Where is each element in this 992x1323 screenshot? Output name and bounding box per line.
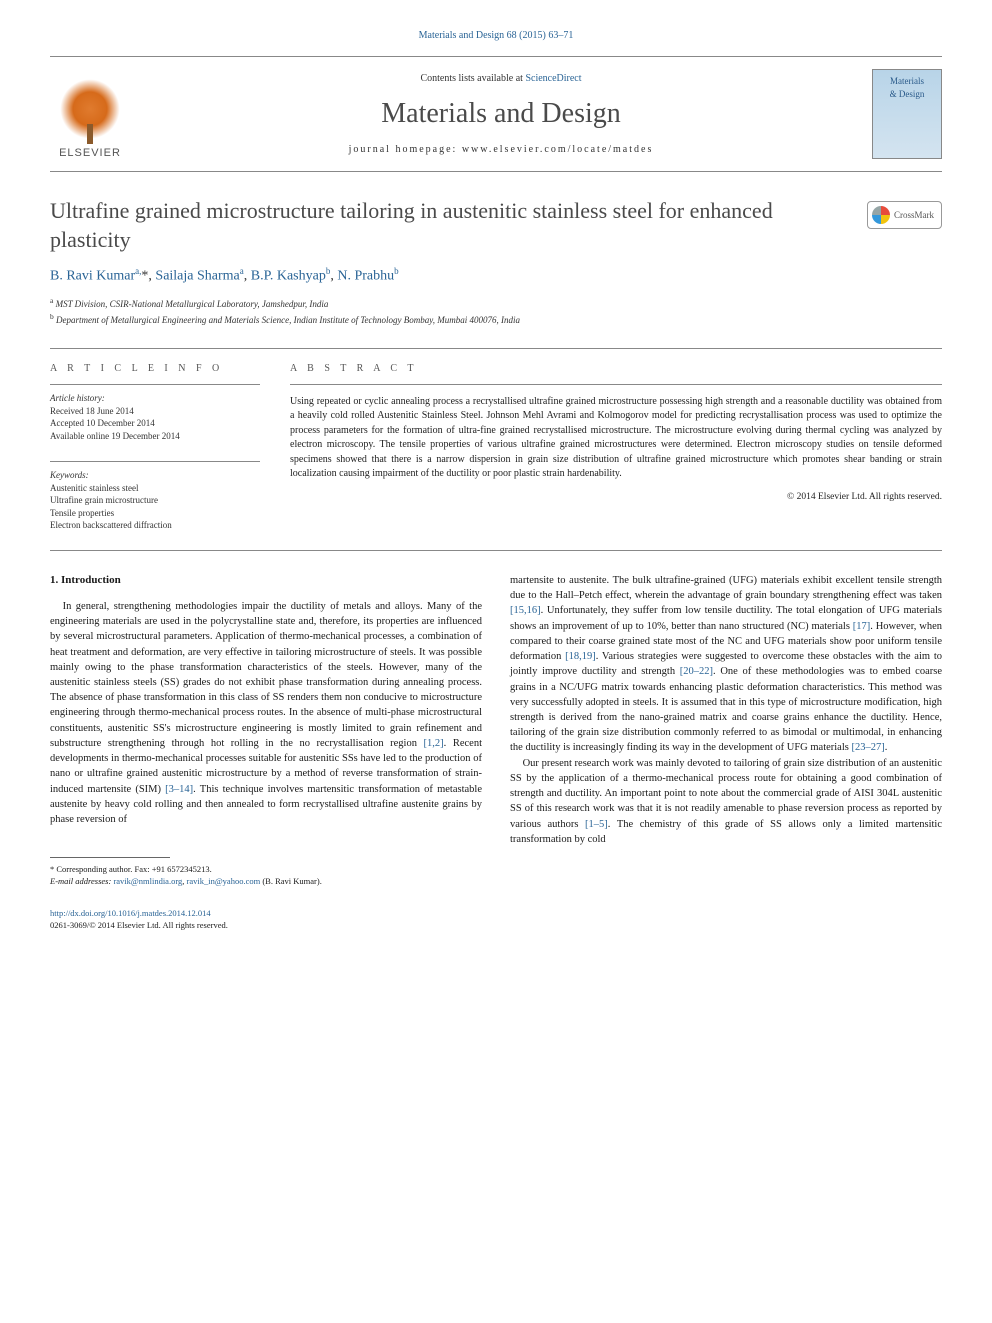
sciencedirect-link[interactable]: ScienceDirect xyxy=(525,73,581,84)
crossmark-icon xyxy=(872,206,890,224)
header-center: Contents lists available at ScienceDirec… xyxy=(130,73,872,155)
footnote-divider xyxy=(50,857,170,858)
affiliation-a: MST Division, CSIR-National Metallurgica… xyxy=(56,299,329,309)
history-accepted: Accepted 10 December 2014 xyxy=(50,417,260,430)
author-link[interactable]: B. Ravi Kumar xyxy=(50,269,135,284)
journal-header: ELSEVIER Contents lists available at Sci… xyxy=(50,56,942,172)
citation-link[interactable]: [1–5] xyxy=(585,819,608,830)
title-row: Ultrafine grained microstructure tailori… xyxy=(50,197,942,254)
body-paragraph: In general, strengthening methodologies … xyxy=(50,599,482,827)
citation-link[interactable]: [20–22] xyxy=(680,666,713,677)
publisher-label: ELSEVIER xyxy=(59,147,121,159)
homepage-url[interactable]: www.elsevier.com/locate/matdes xyxy=(462,144,654,155)
email-line: E-mail addresses: ravik@nmlindia.org, ra… xyxy=(50,876,482,888)
crossmark-badge[interactable]: CrossMark xyxy=(867,201,942,229)
affiliations: a MST Division, CSIR-National Metallurgi… xyxy=(50,295,942,328)
author-link[interactable]: B.P. Kashyap xyxy=(251,269,326,284)
left-column: 1. Introduction In general, strengthenin… xyxy=(50,573,482,888)
keyword: Austenitic stainless steel xyxy=(50,482,260,495)
divider xyxy=(50,550,942,551)
top-citation-link[interactable]: Materials and Design 68 (2015) 63–71 xyxy=(419,30,574,41)
author-link[interactable]: Sailaja Sharma xyxy=(155,269,239,284)
history-received: Received 18 June 2014 xyxy=(50,405,260,418)
author-link[interactable]: N. Prabhu xyxy=(337,269,394,284)
doi-link[interactable]: http://dx.doi.org/10.1016/j.matdes.2014.… xyxy=(50,908,211,918)
keyword: Tensile properties xyxy=(50,507,260,520)
keyword: Ultrafine grain microstructure xyxy=(50,494,260,507)
body-paragraph: martensite to austenite. The bulk ultraf… xyxy=(510,573,942,756)
body-columns: 1. Introduction In general, strengthenin… xyxy=(50,573,942,888)
corresponding-author-note: * Corresponding author. Fax: +91 6572345… xyxy=(50,864,482,876)
history-label: Article history: xyxy=(50,393,260,403)
divider xyxy=(50,461,260,462)
citation-link[interactable]: [17] xyxy=(853,621,871,632)
abstract-col: A B S T R A C T Using repeated or cyclic… xyxy=(290,363,942,532)
top-citation: Materials and Design 68 (2015) 63–71 xyxy=(50,30,942,41)
affiliation-b: Department of Metallurgical Engineering … xyxy=(56,315,520,325)
publisher-logo: ELSEVIER xyxy=(50,69,130,159)
email-link[interactable]: ravik@nmlindia.org xyxy=(113,876,182,886)
homepage-line: journal homepage: www.elsevier.com/locat… xyxy=(349,144,654,155)
citation-link[interactable]: [15,16] xyxy=(510,605,541,616)
page-footer: http://dx.doi.org/10.1016/j.matdes.2014.… xyxy=(50,908,942,932)
citation-link[interactable]: [3–14] xyxy=(165,784,193,795)
history-online: Available online 19 December 2014 xyxy=(50,430,260,443)
email-link[interactable]: ravik_in@yahoo.com xyxy=(187,876,261,886)
keyword: Electron backscattered diffraction xyxy=(50,519,260,532)
abstract-text: Using repeated or cyclic annealing proce… xyxy=(290,395,942,482)
article-info-col: A R T I C L E I N F O Article history: R… xyxy=(50,363,260,532)
journal-name: Materials and Design xyxy=(381,98,621,130)
article-info-heading: A R T I C L E I N F O xyxy=(50,363,260,374)
section-heading: 1. Introduction xyxy=(50,573,482,589)
contents-line: Contents lists available at ScienceDirec… xyxy=(420,73,581,84)
elsevier-tree-icon xyxy=(60,79,120,139)
article-title: Ultrafine grained microstructure tailori… xyxy=(50,197,857,254)
journal-cover-thumb: Materials & Design xyxy=(872,69,942,159)
divider xyxy=(50,384,260,385)
right-column: martensite to austenite. The bulk ultraf… xyxy=(510,573,942,888)
abstract-copyright: © 2014 Elsevier Ltd. All rights reserved… xyxy=(290,492,942,502)
keywords-label: Keywords: xyxy=(50,470,260,480)
authors-line: B. Ravi Kumara,*, Sailaja Sharmaa, B.P. … xyxy=(50,266,942,285)
footnotes: * Corresponding author. Fax: +91 6572345… xyxy=(50,864,482,888)
issn-copyright: 0261-3069/© 2014 Elsevier Ltd. All right… xyxy=(50,920,942,932)
divider xyxy=(290,384,942,385)
info-abstract-row: A R T I C L E I N F O Article history: R… xyxy=(50,349,942,550)
body-paragraph: Our present research work was mainly dev… xyxy=(510,756,942,847)
keywords-block: Keywords: Austenitic stainless steel Ult… xyxy=(50,461,260,532)
abstract-heading: A B S T R A C T xyxy=(290,363,942,374)
citation-link[interactable]: [18,19] xyxy=(565,651,596,662)
citation-link[interactable]: [23–27] xyxy=(851,742,884,753)
citation-link[interactable]: [1,2] xyxy=(424,738,444,749)
